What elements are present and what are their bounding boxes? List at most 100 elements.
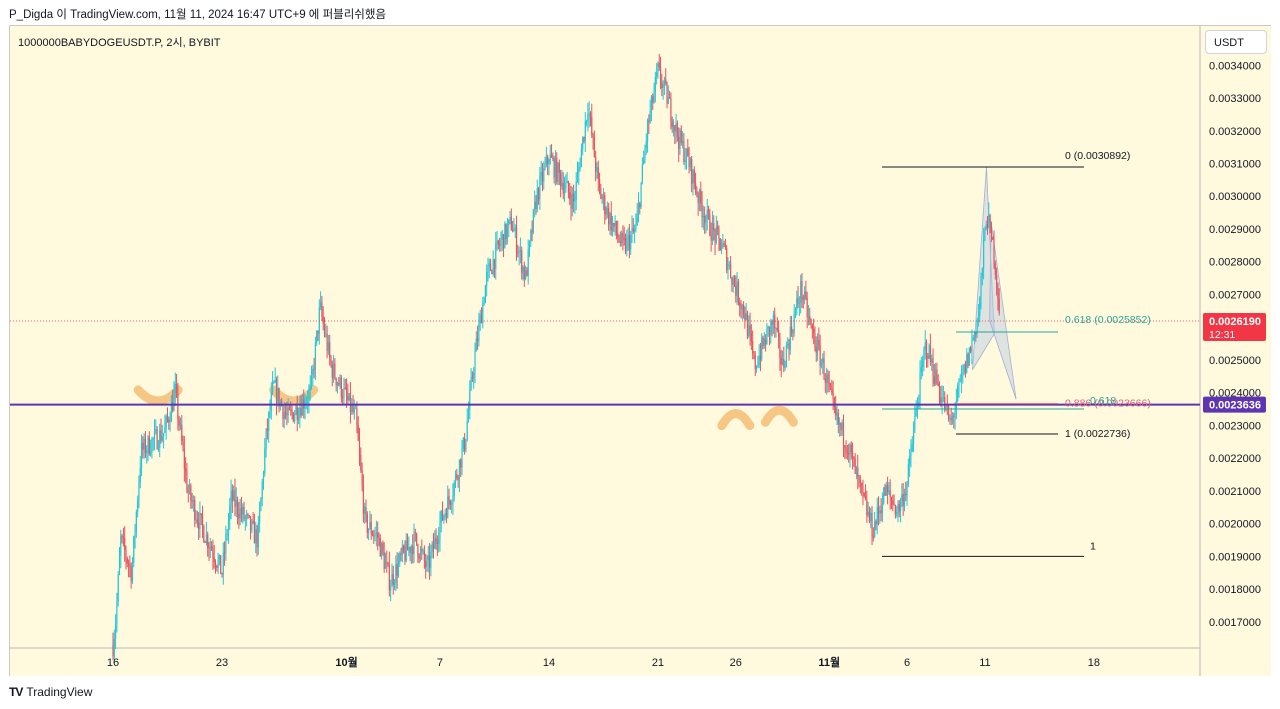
candle-body	[295, 406, 297, 415]
candle-body	[768, 326, 771, 335]
candle-body	[702, 215, 704, 218]
candle-body	[874, 521, 876, 538]
candle-body	[617, 233, 619, 238]
fibonacci-drawing[interactable]: 0 (0.0030892) 0.618 (0.0025852) 0.886 (0.0…	[882, 150, 1151, 557]
candle-body	[526, 270, 528, 276]
candle-body	[201, 515, 204, 527]
candle-body	[114, 624, 117, 640]
fib-level-label: 0.886 (0.0023666)	[1065, 398, 1151, 410]
candle-body	[726, 247, 728, 271]
candle-body	[552, 157, 554, 159]
candle-body	[169, 421, 171, 423]
candle-body	[120, 535, 122, 557]
candle-body	[457, 477, 459, 480]
candle-body	[992, 237, 994, 240]
candle-body	[684, 159, 686, 162]
candle-body	[556, 157, 558, 182]
candle-body	[682, 141, 684, 144]
price-axis[interactable]: 0.0017000 0.0018000 0.0019000 0.0020000 0.00…	[1209, 60, 1261, 629]
candle-body	[191, 500, 193, 502]
candle-body	[814, 333, 816, 348]
pattern-leg-right[interactable]	[989, 222, 1017, 400]
candle-body	[888, 490, 890, 493]
candle-body	[884, 487, 886, 496]
candle-body	[870, 512, 872, 522]
author-name[interactable]: P_Digda	[9, 9, 54, 21]
candle-body	[750, 333, 752, 342]
candle-body	[539, 175, 541, 200]
candle-body	[445, 512, 448, 518]
candle-body	[268, 412, 270, 431]
currency-selector[interactable]: USDT	[1205, 30, 1267, 54]
x-tick-label: 6	[904, 657, 910, 669]
candle-body	[759, 355, 762, 360]
candle-body	[262, 473, 265, 482]
candle-body	[735, 285, 737, 296]
candle-body	[225, 534, 227, 554]
candle-body	[153, 430, 156, 439]
candle-body	[701, 203, 703, 218]
candle-body	[780, 358, 782, 365]
candle-body	[754, 355, 756, 370]
candle-body	[623, 238, 625, 241]
candle-body	[892, 501, 894, 505]
candle-body	[665, 79, 667, 84]
candle-body	[993, 239, 995, 264]
candle-body	[704, 215, 706, 224]
candle-body	[669, 97, 671, 99]
candle-body	[521, 250, 523, 273]
candle-body	[290, 409, 292, 411]
candle-body	[666, 83, 668, 104]
candle-body	[134, 532, 136, 537]
candle-body	[709, 214, 711, 236]
candle-body	[592, 134, 594, 137]
candle-body	[671, 121, 673, 128]
candle-body	[292, 412, 294, 422]
candle-body	[182, 441, 184, 449]
candle-body	[545, 156, 547, 165]
candle-body	[905, 493, 907, 496]
candle-body	[824, 378, 826, 383]
candle-body	[297, 417, 300, 420]
time-axis[interactable]: 16 23 10월 7 14 21 26 11월 6 11 18	[107, 655, 1100, 669]
candle-body	[183, 448, 185, 469]
candle-body	[265, 428, 267, 449]
candle-body	[906, 483, 908, 496]
candle-body	[907, 464, 909, 484]
candle-body	[672, 124, 675, 128]
candle-body	[441, 510, 444, 520]
candle-body	[896, 511, 898, 515]
x-tick-label: 26	[730, 657, 742, 669]
candle-body	[848, 452, 850, 455]
candle-body	[901, 494, 903, 502]
candle-body	[417, 544, 419, 557]
candle-body	[663, 79, 666, 85]
candle-body	[675, 123, 677, 132]
last-price-value: 0.0026190	[1209, 316, 1261, 328]
candle-body	[137, 500, 139, 512]
candle-body	[143, 438, 145, 450]
candle-body	[826, 374, 828, 383]
candle-body	[390, 586, 392, 591]
candle-body	[291, 410, 293, 413]
candle-body	[352, 404, 354, 413]
candle-body	[242, 506, 244, 515]
candle-body	[881, 503, 884, 514]
candle-body	[658, 63, 660, 68]
candle-body	[146, 450, 148, 454]
drawing-lines[interactable]	[10, 320, 1200, 406]
candle-body	[966, 354, 968, 373]
candle-body	[383, 551, 385, 569]
tradingview-logo[interactable]: TV TradingView	[9, 685, 92, 699]
candle-body	[632, 228, 634, 232]
candle-body	[218, 555, 220, 560]
candle-body	[500, 239, 502, 245]
candle-body	[286, 414, 288, 416]
x-tick-label: 18	[1088, 657, 1100, 669]
candle-body	[370, 522, 372, 535]
candle-body	[958, 381, 960, 387]
symbol-label[interactable]: 1000000BABYDOGEUSDT.P, 2시, BYBIT	[18, 37, 221, 49]
candle-body	[357, 425, 359, 441]
candle-body	[436, 542, 438, 544]
